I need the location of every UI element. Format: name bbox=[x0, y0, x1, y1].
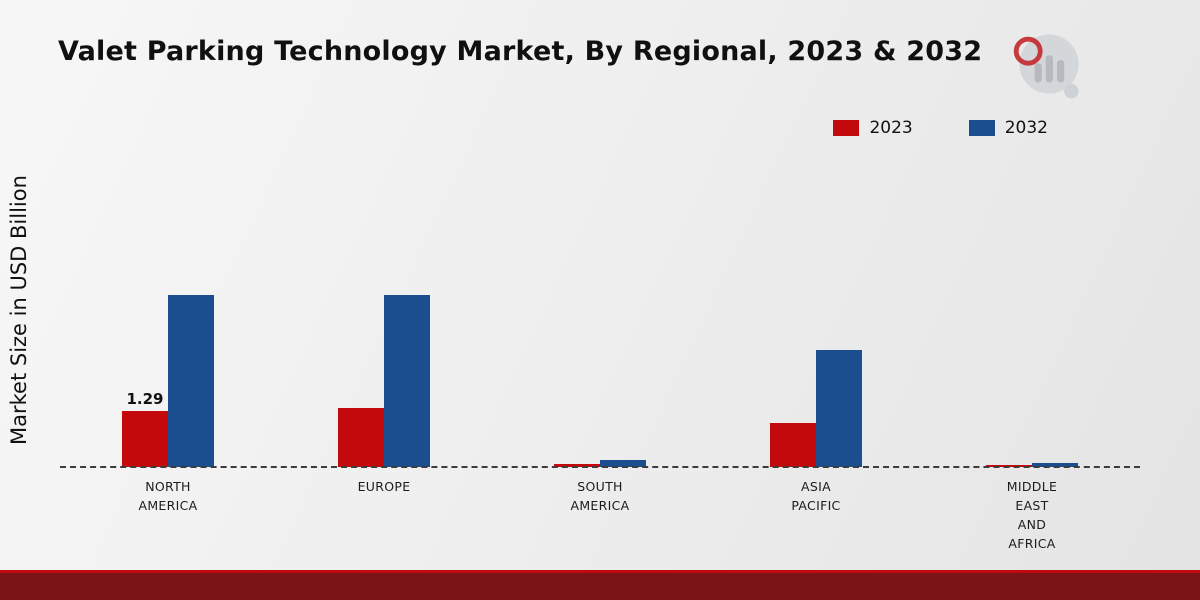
bar-2032-south-america bbox=[600, 460, 646, 467]
legend-item-2032: 2032 bbox=[968, 118, 1048, 138]
bar-wrap bbox=[770, 423, 816, 467]
bar-group-2: SOUTH AMERICA bbox=[554, 460, 646, 513]
legend-item-2023: 2023 bbox=[833, 118, 913, 138]
bar-2032-asia-pacific bbox=[816, 350, 862, 467]
company-logo-icon bbox=[1002, 28, 1088, 108]
bar-wrap bbox=[600, 460, 646, 467]
bar-group-3: ASIA PACIFIC bbox=[770, 350, 862, 513]
bar-2023-europe bbox=[338, 408, 384, 467]
bar-2023-asia-pacific bbox=[770, 423, 816, 467]
category-label-2: SOUTH AMERICA bbox=[570, 479, 630, 513]
bar-wrap bbox=[338, 408, 384, 467]
legend: 2023 2032 bbox=[833, 118, 1048, 138]
bar-groups: 1.29 NORTH AMERICA EUROPE SOUTH AMERICA ASIA PA… bbox=[60, 150, 1140, 551]
legend-label-2023: 2023 bbox=[869, 118, 913, 138]
bar-2032-europe bbox=[384, 295, 430, 467]
bar-pair: 1.29 bbox=[122, 295, 214, 467]
bar-pair bbox=[770, 350, 862, 467]
bar-wrap bbox=[168, 295, 214, 467]
bar-pair bbox=[338, 295, 430, 467]
bar-2023-south-america bbox=[554, 464, 600, 467]
category-label-1: EUROPE bbox=[357, 479, 411, 494]
bar-wrap bbox=[554, 464, 600, 467]
category-label-0: NORTH AMERICA bbox=[138, 479, 198, 513]
bar-wrap bbox=[1032, 463, 1078, 467]
category-label-4: MIDDLE EAST AND AFRICA bbox=[1006, 479, 1058, 551]
bar-group-1: EUROPE bbox=[338, 295, 430, 494]
zero-baseline bbox=[60, 466, 1140, 468]
bar-pair bbox=[554, 460, 646, 467]
y-axis-label: Market Size in USD Billion bbox=[7, 175, 31, 445]
legend-swatch-2023 bbox=[833, 120, 860, 136]
bar-wrap: 1.29 bbox=[122, 390, 168, 467]
bar-2032-middle-east-and-africa bbox=[1032, 463, 1078, 467]
plot-area: 1.29 NORTH AMERICA EUROPE SOUTH AMERICA ASIA PA… bbox=[60, 150, 1140, 551]
chart-title: Valet Parking Technology Market, By Regi… bbox=[58, 36, 983, 67]
bar-wrap bbox=[384, 295, 430, 467]
bar-wrap bbox=[816, 350, 862, 467]
category-label-3: ASIA PACIFIC bbox=[791, 479, 841, 513]
bar-group-4: MIDDLE EAST AND AFRICA bbox=[986, 463, 1078, 551]
logo-graphic bbox=[1013, 34, 1079, 99]
bar-group-0: 1.29 NORTH AMERICA bbox=[122, 295, 214, 513]
bar-2032-north-america bbox=[168, 295, 214, 467]
bar-2023-north-america bbox=[122, 411, 168, 467]
footer-bar bbox=[0, 570, 1200, 600]
legend-label-2032: 2032 bbox=[1004, 118, 1048, 138]
legend-swatch-2032 bbox=[968, 120, 995, 136]
bar-value-label: 1.29 bbox=[126, 390, 164, 408]
